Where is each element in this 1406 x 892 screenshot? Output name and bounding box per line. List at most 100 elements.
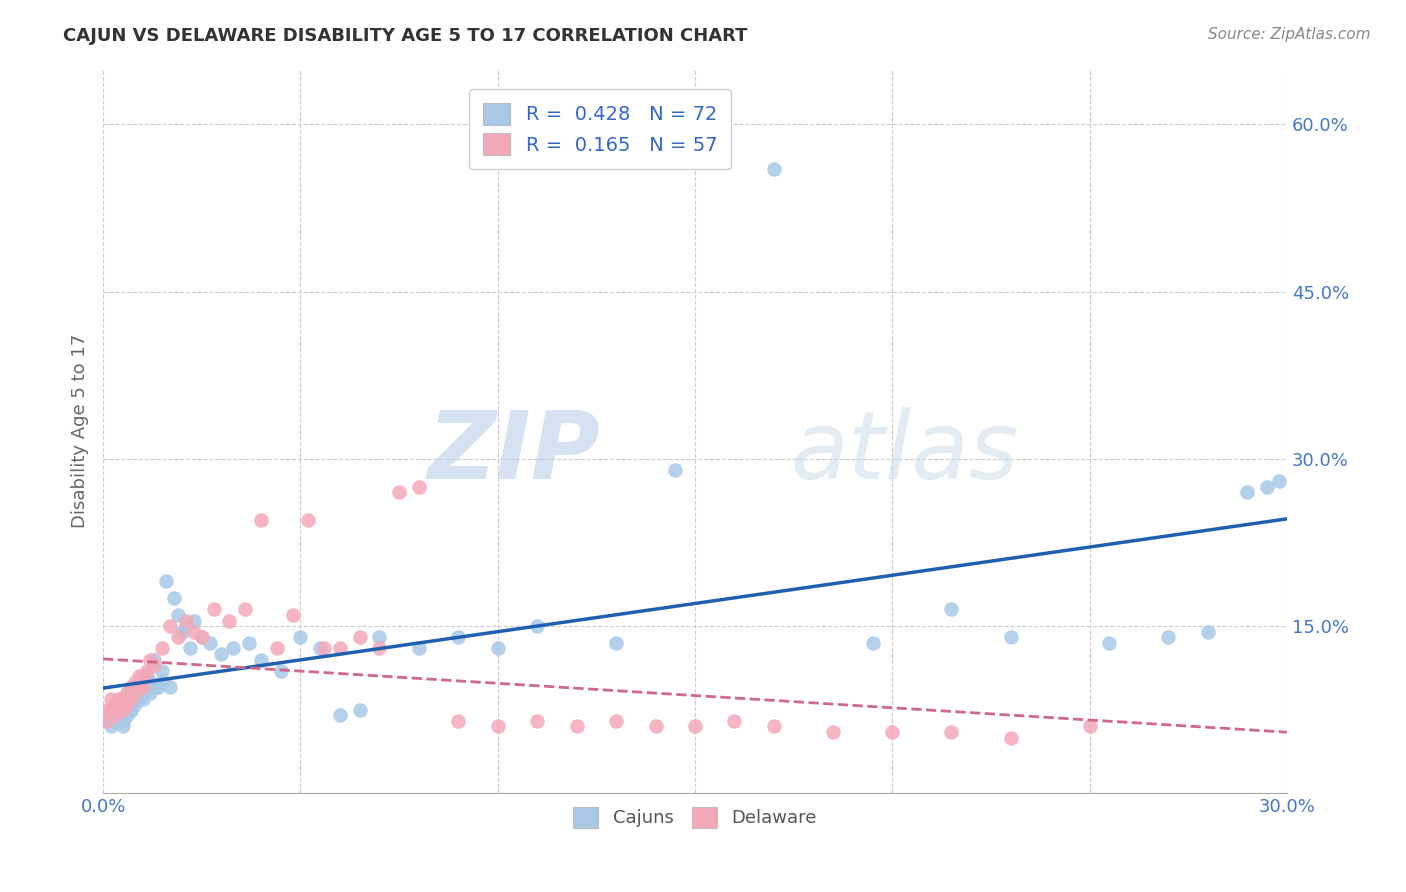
Point (131, 681, 153, 695)
Point (115, 697, 138, 711)
Point (135, 664, 157, 678)
Point (131, 669, 153, 683)
Point (104, 708, 127, 723)
Point (1098, 636, 1121, 650)
Point (174, 619, 197, 633)
Point (108, 703, 131, 717)
Point (115, 703, 138, 717)
Point (605, 636, 627, 650)
Point (664, 463, 686, 477)
Point (120, 703, 142, 717)
Point (100, 703, 122, 717)
Point (155, 574, 177, 589)
Point (644, 719, 666, 733)
Point (100, 691, 122, 706)
Point (297, 513, 319, 527)
Point (159, 681, 181, 695)
Point (349, 703, 371, 717)
Point (139, 686, 162, 700)
Point (159, 619, 181, 633)
Point (408, 641, 430, 656)
Point (111, 703, 134, 717)
Point (882, 725, 904, 739)
Point (124, 686, 146, 700)
Point (349, 630, 371, 644)
Point (329, 641, 352, 656)
Point (104, 708, 127, 723)
Point (120, 691, 142, 706)
Point (1197, 624, 1219, 639)
Text: atlas: atlas (790, 407, 1018, 498)
Point (111, 719, 134, 733)
Point (565, 719, 588, 733)
Point (309, 641, 332, 656)
Point (526, 714, 548, 728)
Legend: Cajuns, Delaware: Cajuns, Delaware (565, 800, 824, 835)
Point (163, 591, 186, 606)
Point (486, 719, 509, 733)
Point (222, 641, 245, 656)
Point (238, 636, 260, 650)
Point (115, 686, 138, 700)
Point (128, 669, 150, 683)
Point (174, 614, 197, 628)
Point (408, 480, 430, 494)
Point (941, 725, 963, 739)
Point (124, 686, 146, 700)
Point (120, 703, 142, 717)
Point (120, 681, 142, 695)
Point (191, 630, 214, 644)
Point (111, 703, 134, 717)
Y-axis label: Disability Age 5 to 17: Disability Age 5 to 17 (72, 334, 89, 528)
Point (1236, 485, 1258, 500)
Point (183, 624, 205, 639)
Point (96, 714, 118, 728)
Point (96, 714, 118, 728)
Point (115, 686, 138, 700)
Point (281, 607, 304, 622)
Text: Source: ZipAtlas.com: Source: ZipAtlas.com (1208, 27, 1371, 42)
Point (167, 630, 190, 644)
Point (108, 691, 131, 706)
Point (233, 602, 256, 616)
Point (100, 719, 122, 733)
Point (218, 614, 240, 628)
Point (823, 725, 845, 739)
Point (108, 708, 131, 723)
Point (124, 691, 146, 706)
Point (762, 719, 785, 733)
Point (135, 681, 157, 695)
Point (108, 697, 131, 711)
Point (762, 161, 785, 176)
Point (388, 485, 411, 500)
Point (128, 681, 150, 695)
Point (124, 697, 146, 711)
Point (198, 636, 221, 650)
Text: ZIP: ZIP (427, 407, 600, 499)
Point (368, 630, 391, 644)
Point (211, 647, 233, 661)
Point (250, 513, 273, 527)
Point (314, 641, 336, 656)
Point (124, 674, 146, 689)
Point (128, 691, 150, 706)
Point (131, 674, 153, 689)
Point (150, 641, 173, 656)
Point (167, 607, 190, 622)
Point (202, 602, 225, 616)
Point (150, 674, 173, 689)
Point (1157, 630, 1180, 644)
Point (170, 624, 193, 639)
Point (683, 719, 706, 733)
Point (1256, 480, 1278, 494)
Point (266, 641, 288, 656)
Point (447, 630, 470, 644)
Point (447, 714, 470, 728)
Point (191, 630, 214, 644)
Point (120, 691, 142, 706)
Point (100, 703, 122, 717)
Point (131, 691, 153, 706)
Point (526, 619, 548, 633)
Point (148, 681, 170, 695)
Point (143, 658, 166, 673)
